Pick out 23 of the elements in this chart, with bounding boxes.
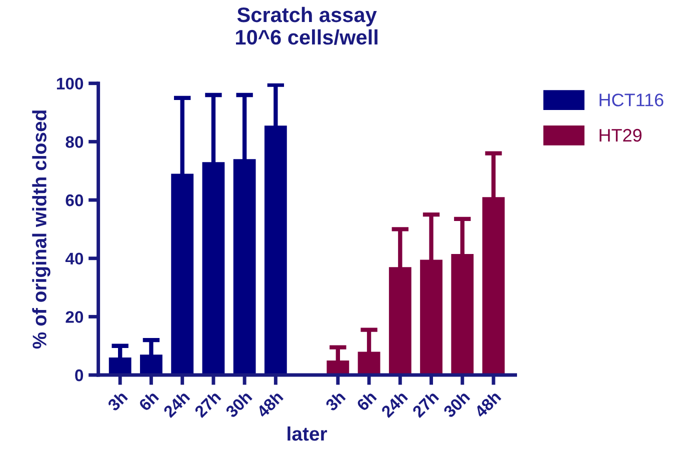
x-tick-label: 24h [162, 390, 190, 418]
y-tick-label: 40 [65, 252, 84, 265]
x-tick-label: 6h [138, 390, 160, 412]
y-tick-label: 60 [66, 194, 84, 206]
x-tick-label: 27h [411, 390, 440, 418]
y-tick-label: 20 [66, 311, 84, 323]
y-tick-label: 100 [56, 78, 84, 90]
x-tick-label: 30h [224, 390, 253, 418]
legend-label: HT29 [600, 128, 642, 142]
y-tick-label: 0 [75, 369, 84, 382]
legend-label: HCT116 [600, 94, 664, 106]
x-tick-label: 3h [324, 390, 346, 412]
x-tick-label: 27h [194, 390, 222, 418]
x-tick-label: 48h [473, 390, 502, 418]
y-tick-label: 80 [66, 136, 84, 148]
x-tick-label: 48h [256, 390, 284, 418]
x-tick-label: 3h [106, 390, 128, 412]
x-axis-title: later [288, 426, 328, 441]
chart-title: Scratch assay 10^6 cells/well [236, 6, 378, 45]
x-tick-label: 24h [380, 390, 408, 418]
x-tick-label: 30h [442, 390, 470, 418]
y-axis-title: % of original width closed [32, 110, 50, 349]
x-tick-label: 6h [356, 390, 377, 412]
